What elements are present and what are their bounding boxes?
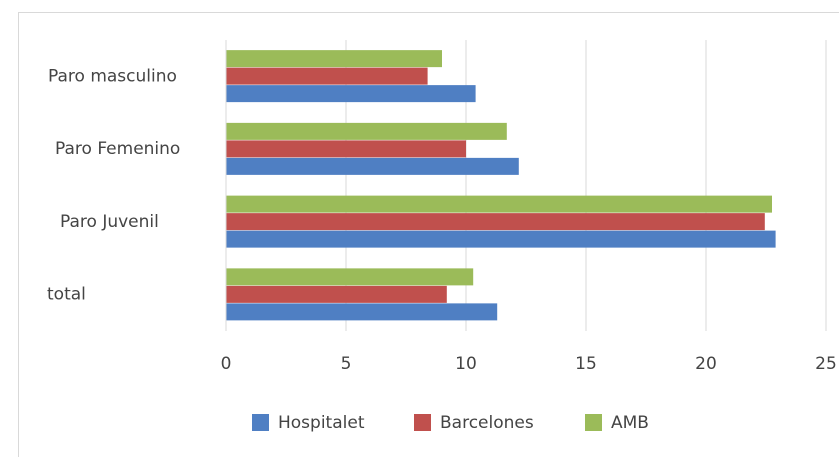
bar — [226, 268, 474, 286]
x-tick-label: 10 — [455, 354, 477, 374]
legend-swatch — [414, 414, 431, 431]
bar — [226, 140, 466, 158]
bar — [226, 303, 498, 321]
y-tick-label: Paro Femenino — [55, 139, 180, 159]
bar — [226, 230, 776, 248]
legend-swatch — [585, 414, 602, 431]
y-tick-label: Paro masculino — [48, 66, 177, 86]
x-tick-label: 15 — [575, 354, 597, 374]
x-tick-label: 0 — [221, 354, 232, 374]
legend-label: Barcelones — [440, 413, 534, 433]
bar — [226, 195, 772, 213]
y-tick-label: Paro Juvenil — [60, 212, 159, 232]
bar — [226, 157, 519, 175]
x-tick-label: 5 — [341, 354, 352, 374]
bar — [226, 85, 476, 103]
legend-swatch — [252, 414, 269, 431]
bar — [226, 285, 447, 303]
bar — [226, 67, 428, 85]
legend-label: Hospitalet — [278, 413, 365, 433]
bar — [226, 50, 442, 68]
bar — [226, 213, 765, 231]
x-tick-label: 25 — [815, 354, 837, 374]
y-tick-label: total — [47, 285, 86, 305]
legend-label: AMB — [611, 413, 649, 433]
x-tick-label: 20 — [695, 354, 717, 374]
bar — [226, 122, 507, 140]
